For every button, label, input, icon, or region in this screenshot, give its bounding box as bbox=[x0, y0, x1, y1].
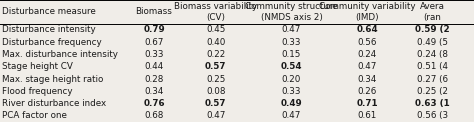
Text: 0.47: 0.47 bbox=[282, 111, 301, 120]
Text: 0.26: 0.26 bbox=[358, 87, 377, 96]
Text: 0.24: 0.24 bbox=[358, 50, 377, 59]
Text: 0.45: 0.45 bbox=[206, 25, 225, 34]
Text: 0.44: 0.44 bbox=[145, 62, 164, 71]
Text: Biomass variability
(CV): Biomass variability (CV) bbox=[174, 2, 257, 22]
Text: Community variability
(IMD): Community variability (IMD) bbox=[319, 2, 416, 22]
Text: 0.24 (8: 0.24 (8 bbox=[417, 50, 448, 59]
Text: 0.59 (2: 0.59 (2 bbox=[415, 25, 450, 34]
Text: 0.28: 0.28 bbox=[145, 75, 164, 84]
Text: Flood frequency: Flood frequency bbox=[2, 87, 73, 96]
Text: Disturbance frequency: Disturbance frequency bbox=[2, 38, 101, 47]
Text: 0.25: 0.25 bbox=[206, 75, 225, 84]
Text: 0.56 (3: 0.56 (3 bbox=[417, 111, 448, 120]
Text: 0.20: 0.20 bbox=[282, 75, 301, 84]
Text: 0.22: 0.22 bbox=[206, 50, 225, 59]
Text: 0.25 (2: 0.25 (2 bbox=[417, 87, 448, 96]
Text: 0.47: 0.47 bbox=[206, 111, 225, 120]
Text: 0.56: 0.56 bbox=[358, 38, 377, 47]
Text: River disturbance index: River disturbance index bbox=[2, 99, 106, 108]
Text: 0.33: 0.33 bbox=[282, 38, 301, 47]
Text: Disturbance intensity: Disturbance intensity bbox=[2, 25, 96, 34]
Text: 0.79: 0.79 bbox=[143, 25, 165, 34]
Text: Disturbance measure: Disturbance measure bbox=[2, 7, 96, 16]
Text: Community structure
(NMDS axis 2): Community structure (NMDS axis 2) bbox=[245, 2, 338, 22]
Text: Max. disturbance intensity: Max. disturbance intensity bbox=[2, 50, 118, 59]
Text: PCA factor one: PCA factor one bbox=[2, 111, 67, 120]
Text: 0.33: 0.33 bbox=[144, 50, 164, 59]
Text: 0.15: 0.15 bbox=[282, 50, 301, 59]
Text: Avera
(ran: Avera (ran bbox=[420, 2, 445, 22]
Text: 0.40: 0.40 bbox=[206, 38, 225, 47]
Text: 0.71: 0.71 bbox=[356, 99, 378, 108]
Text: 0.64: 0.64 bbox=[356, 25, 378, 34]
Text: 0.76: 0.76 bbox=[143, 99, 165, 108]
Text: 0.57: 0.57 bbox=[205, 62, 227, 71]
Text: Biomass: Biomass bbox=[136, 7, 173, 16]
Text: 0.68: 0.68 bbox=[145, 111, 164, 120]
Text: 0.34: 0.34 bbox=[145, 87, 164, 96]
Text: 0.33: 0.33 bbox=[282, 87, 301, 96]
Text: 0.47: 0.47 bbox=[282, 25, 301, 34]
Text: 0.67: 0.67 bbox=[145, 38, 164, 47]
Text: Stage height CV: Stage height CV bbox=[2, 62, 73, 71]
Text: 0.49: 0.49 bbox=[281, 99, 302, 108]
Text: 0.47: 0.47 bbox=[358, 62, 377, 71]
Text: Max. stage height ratio: Max. stage height ratio bbox=[2, 75, 103, 84]
Text: 0.49 (5: 0.49 (5 bbox=[417, 38, 448, 47]
Text: 0.34: 0.34 bbox=[358, 75, 377, 84]
Text: 0.61: 0.61 bbox=[358, 111, 377, 120]
Text: 0.08: 0.08 bbox=[206, 87, 226, 96]
Text: 0.27 (6: 0.27 (6 bbox=[417, 75, 448, 84]
Text: 0.51 (4: 0.51 (4 bbox=[417, 62, 448, 71]
Text: 0.63 (1: 0.63 (1 bbox=[415, 99, 450, 108]
Text: 0.57: 0.57 bbox=[205, 99, 227, 108]
Text: 0.54: 0.54 bbox=[281, 62, 302, 71]
